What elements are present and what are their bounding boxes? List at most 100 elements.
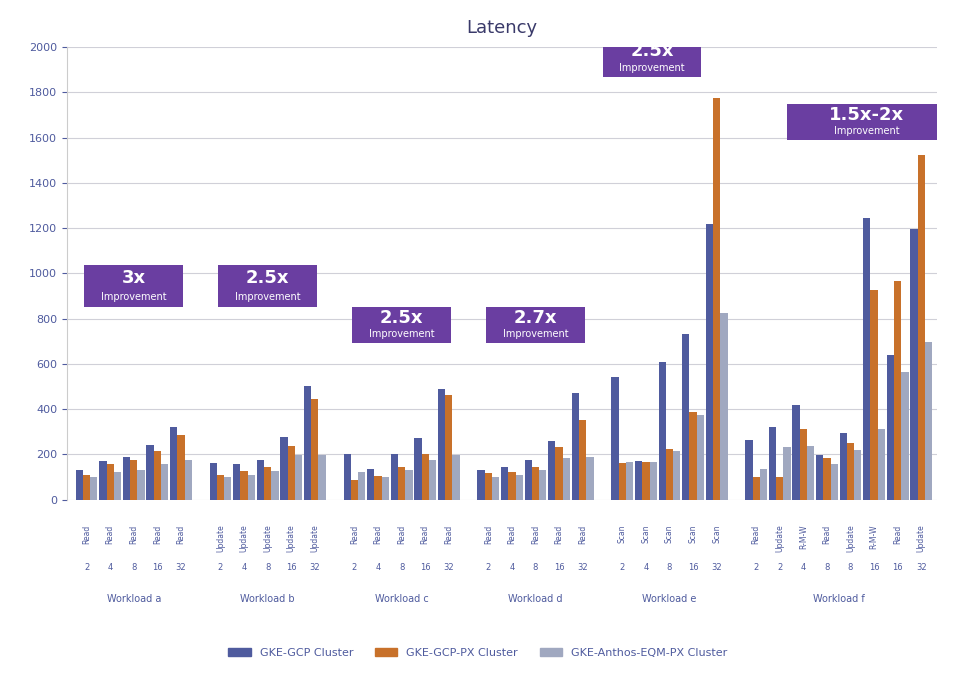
Bar <box>304 386 312 500</box>
Text: 8: 8 <box>532 564 538 572</box>
Bar <box>563 458 570 500</box>
Text: Read: Read <box>578 524 587 544</box>
Bar <box>422 454 429 500</box>
Bar <box>720 313 728 500</box>
Text: Update: Update <box>287 524 295 552</box>
Bar <box>391 454 398 500</box>
Text: Read: Read <box>397 524 406 544</box>
Bar <box>902 372 908 500</box>
Text: R-M-W: R-M-W <box>870 524 879 549</box>
Text: Workload b: Workload b <box>240 594 295 604</box>
Text: 8: 8 <box>399 564 404 572</box>
Bar <box>264 466 272 500</box>
Bar <box>612 377 619 500</box>
Text: Scan: Scan <box>641 524 650 543</box>
Text: 4: 4 <box>510 564 514 572</box>
Text: 32: 32 <box>916 564 926 572</box>
Bar <box>863 218 871 500</box>
Bar <box>248 475 255 500</box>
Text: Update: Update <box>846 524 855 552</box>
Text: 4: 4 <box>643 564 648 572</box>
Text: 16: 16 <box>687 564 698 572</box>
Text: Read: Read <box>484 524 493 544</box>
Bar <box>209 463 217 500</box>
Bar <box>161 464 168 500</box>
Bar <box>217 475 224 500</box>
Bar <box>241 471 248 500</box>
Bar <box>855 450 861 500</box>
Bar <box>312 399 318 500</box>
Text: Read: Read <box>177 524 185 544</box>
Bar <box>642 462 649 500</box>
Bar <box>532 466 539 500</box>
Text: Scan: Scan <box>665 524 674 543</box>
Bar <box>878 429 885 500</box>
Bar <box>429 460 436 500</box>
Text: Workload c: Workload c <box>375 594 428 604</box>
Text: 2.5x: 2.5x <box>246 269 290 287</box>
Bar <box>673 451 681 500</box>
Bar <box>793 404 800 500</box>
Bar <box>154 451 161 500</box>
Bar <box>83 475 90 500</box>
Text: 2: 2 <box>777 564 782 572</box>
Text: 16: 16 <box>152 564 163 572</box>
Text: 16: 16 <box>892 564 903 572</box>
Bar <box>224 477 231 500</box>
Bar <box>894 281 902 500</box>
Text: R-M-W: R-M-W <box>799 524 808 549</box>
Text: 2: 2 <box>84 564 89 572</box>
Bar <box>871 290 878 500</box>
Bar <box>807 446 815 500</box>
Text: Improvement: Improvement <box>235 292 300 302</box>
FancyBboxPatch shape <box>352 307 451 344</box>
Bar <box>146 446 154 500</box>
Bar <box>839 433 847 500</box>
Bar <box>800 429 807 500</box>
Bar <box>910 230 918 500</box>
Bar <box>659 362 665 500</box>
Bar <box>619 463 626 500</box>
Text: 32: 32 <box>176 564 186 572</box>
Text: Read: Read <box>82 524 91 544</box>
Text: 8: 8 <box>824 564 830 572</box>
Bar <box>280 437 288 500</box>
Bar <box>706 223 713 500</box>
Text: 2.7x: 2.7x <box>513 309 557 327</box>
Bar <box>375 476 381 500</box>
Bar <box>509 472 515 499</box>
Bar <box>122 456 130 500</box>
Text: Workload d: Workload d <box>509 594 563 604</box>
Bar <box>683 334 689 500</box>
Text: 2.5x: 2.5x <box>630 43 674 60</box>
Bar <box>90 477 98 500</box>
Title: Latency: Latency <box>467 20 537 37</box>
Bar <box>555 448 563 500</box>
Text: Improvement: Improvement <box>101 292 166 302</box>
Text: Read: Read <box>129 524 139 544</box>
Text: Scan: Scan <box>688 524 698 543</box>
Bar <box>525 460 532 500</box>
Bar <box>405 470 413 500</box>
Bar <box>177 435 185 500</box>
Bar <box>713 98 720 500</box>
Bar <box>381 477 389 500</box>
Bar <box>925 342 932 500</box>
Text: Update: Update <box>775 524 784 552</box>
Text: Workload a: Workload a <box>106 594 161 604</box>
Bar <box>697 414 704 500</box>
Bar <box>579 421 586 500</box>
Text: Improvement: Improvement <box>503 329 568 340</box>
Bar <box>823 458 831 500</box>
Bar <box>414 439 422 500</box>
Bar <box>572 394 579 500</box>
Bar <box>776 477 784 500</box>
Text: Read: Read <box>893 524 902 544</box>
Bar <box>887 355 894 500</box>
Text: 8: 8 <box>131 564 137 572</box>
Bar <box>485 473 492 500</box>
Bar <box>294 456 302 500</box>
Bar <box>689 412 697 500</box>
Text: Read: Read <box>554 524 564 544</box>
Bar <box>918 155 925 500</box>
